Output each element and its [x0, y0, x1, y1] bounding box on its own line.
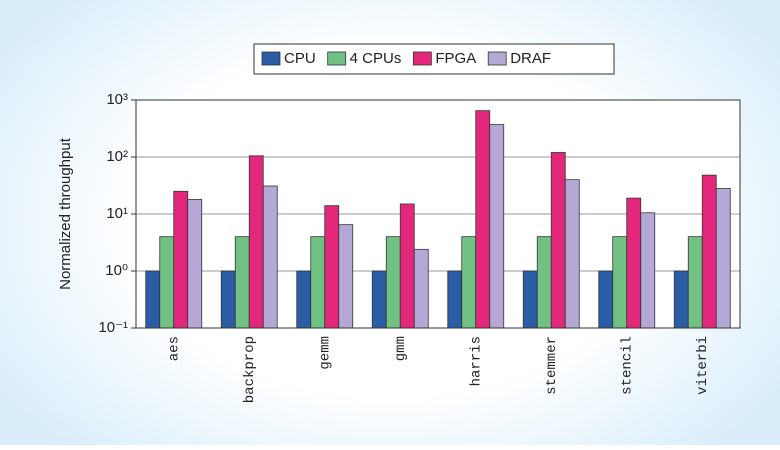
- bar: [715, 188, 731, 329]
- bar: [536, 236, 552, 329]
- y-tick-label: 10⁻¹: [98, 319, 128, 336]
- bar: [673, 270, 689, 329]
- y-axis-label: Normalized throughput: [57, 137, 74, 290]
- legend-label: 4 CPUs: [350, 50, 402, 67]
- legend-label: FPGA: [435, 50, 476, 67]
- legend-swatch: [487, 51, 507, 66]
- x-tick-label: stencil: [619, 336, 635, 395]
- bar: [385, 236, 401, 329]
- bar: [310, 236, 326, 329]
- x-tick-label: backprop: [242, 336, 258, 403]
- legend-label: DRAF: [510, 50, 551, 67]
- bar: [296, 270, 312, 329]
- y-tick-label: 10⁰: [105, 262, 128, 279]
- x-tick-label: stemmer: [544, 336, 560, 395]
- bar: [612, 236, 628, 329]
- bar: [598, 270, 614, 329]
- axis-frame: [135, 99, 741, 329]
- bar: [338, 224, 354, 329]
- bar: [220, 270, 236, 329]
- bar: [640, 212, 656, 329]
- y-tick-label: 10¹: [106, 205, 128, 222]
- bar: [522, 270, 538, 329]
- bar: [447, 270, 463, 329]
- x-tick-label: aes: [166, 336, 182, 361]
- bar: [324, 205, 340, 329]
- bar: [234, 236, 250, 329]
- bar: [701, 174, 717, 329]
- x-tick-label: gemm: [317, 336, 333, 370]
- bar: [145, 270, 161, 329]
- bar: [159, 236, 175, 329]
- bar: [173, 190, 189, 329]
- legend-swatch: [327, 51, 347, 66]
- bar: [413, 248, 429, 329]
- bar: [550, 152, 566, 329]
- bar: [262, 185, 278, 329]
- bar: [248, 155, 264, 329]
- bar: [564, 179, 580, 329]
- y-tick-label: 10³: [106, 91, 128, 108]
- legend-label: CPU: [284, 50, 316, 67]
- bar: [626, 197, 642, 329]
- bar: [489, 124, 505, 329]
- legend-swatch: [412, 51, 432, 66]
- bar: [461, 236, 477, 329]
- legend-box: [253, 43, 615, 75]
- x-tick-label: harris: [468, 336, 484, 386]
- bar: [371, 270, 387, 329]
- bar: [687, 236, 703, 329]
- y-tick-label: 10²: [106, 148, 128, 165]
- bar: [187, 199, 203, 329]
- bar: [475, 110, 491, 329]
- bar: [399, 203, 415, 329]
- x-tick-label: viterbi: [695, 336, 711, 395]
- x-tick-label: gmm: [393, 336, 409, 361]
- legend-swatch: [261, 51, 281, 66]
